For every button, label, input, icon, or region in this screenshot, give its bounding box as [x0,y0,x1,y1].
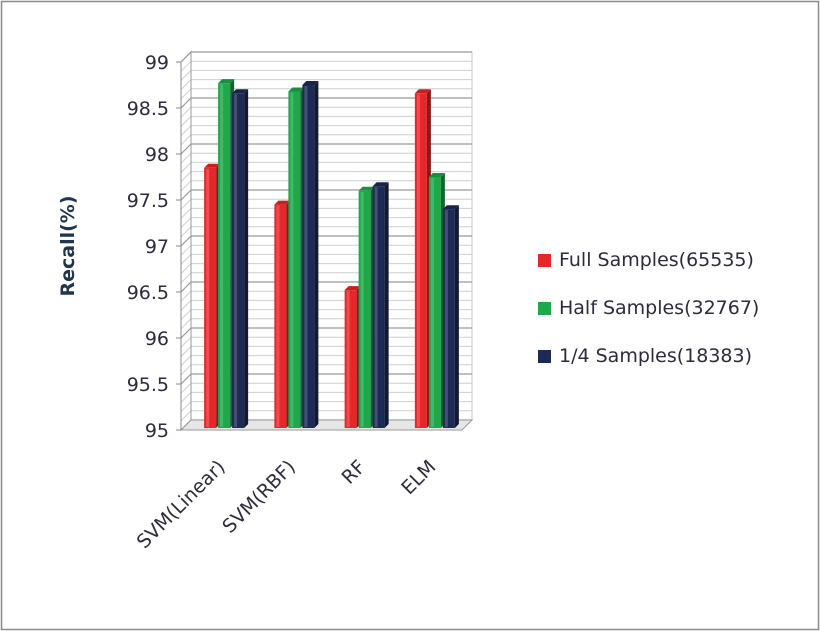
legend-swatch [538,350,551,363]
bar-front [288,91,301,428]
bar-SVM(RBF)-Half Samples(32767) [288,87,305,428]
y-axis-label: Recall(%) [57,195,79,296]
y-tick-label: 98 [145,144,169,166]
y-tick-label: 97.5 [127,190,169,212]
bar-highlight [360,191,364,427]
legend-label: Half Samples(32767) [559,297,759,319]
bar-side [454,205,459,428]
bars-area [204,79,459,429]
bar-highlight [220,84,224,427]
bar-highlight [430,178,434,427]
bar-highlight [346,291,350,427]
legend: Full Samples(65535) Half Samples(32767) 1/… [538,249,759,367]
legend-item: Half Samples(32767) [538,297,759,319]
bar-top [302,81,319,85]
bar-top [344,286,361,291]
bar-side [384,182,389,428]
bar-top [372,182,389,187]
legend-item: 1/4 Samples(18383) [538,345,752,367]
bar-SVM(RBF)-1/4 Samples(18383) [302,81,319,428]
bar-top [442,205,459,210]
bar-ELM-Full Samples(65535) [414,89,431,428]
bar-front [428,177,441,428]
bar-highlight [304,86,308,427]
y-tick-label: 96 [145,328,169,350]
bar-side [314,81,319,428]
bar-front [232,93,245,428]
legend-label: Full Samples(65535) [559,249,754,271]
bar-front [302,85,315,428]
bar-front [274,204,287,428]
bar-top [414,89,431,94]
bar-SVM(RBF)-Full Samples(65535) [274,200,291,428]
bar-top [232,89,249,94]
bar-front [218,83,231,428]
bar-front [442,209,455,428]
bar-highlight [290,92,294,427]
bar-RF-Half Samples(32767) [358,186,375,428]
legend-swatch [538,302,551,315]
y-tick-label: 99 [145,52,169,74]
bar-top [204,163,221,168]
bar-highlight [234,94,238,427]
bar-top [358,186,375,191]
floor [179,419,474,431]
y-tick-label: 95 [145,420,169,442]
y-tick-label: 96.5 [127,282,169,304]
legend-swatch [538,254,551,267]
y-tick-label: 97 [145,236,169,258]
bar-top [274,200,291,205]
legend-label: 1/4 Samples(18383) [559,345,752,367]
bar-RF-1/4 Samples(18383) [372,182,389,428]
bar-front [358,190,371,428]
legend-item: Full Samples(65535) [538,249,754,271]
bar-ELM-1/4 Samples(18383) [442,205,459,428]
bar-side [244,89,249,428]
bar-highlight [416,94,420,427]
bar-highlight [444,210,448,427]
bar-highlight [374,187,378,427]
bar-top [288,87,305,92]
bar-front [344,290,357,428]
bar-highlight [206,168,210,428]
bar-front [414,93,427,428]
bar-top [428,173,445,177]
bar-SVM(Linear)-Full Samples(65535) [204,163,221,429]
bar-front [204,167,217,429]
y-tick-label: 98.5 [127,98,169,120]
bar-SVM(Linear)-Half Samples(32767) [218,79,235,428]
bar-ELM-Half Samples(32767) [428,173,445,428]
bar-SVM(Linear)-1/4 Samples(18383) [232,89,249,428]
bar-top [218,79,235,84]
y-tick-label: 95.5 [127,374,169,396]
bar-RF-Full Samples(65535) [344,286,361,428]
bar-front [372,186,385,428]
bar-highlight [276,205,280,427]
